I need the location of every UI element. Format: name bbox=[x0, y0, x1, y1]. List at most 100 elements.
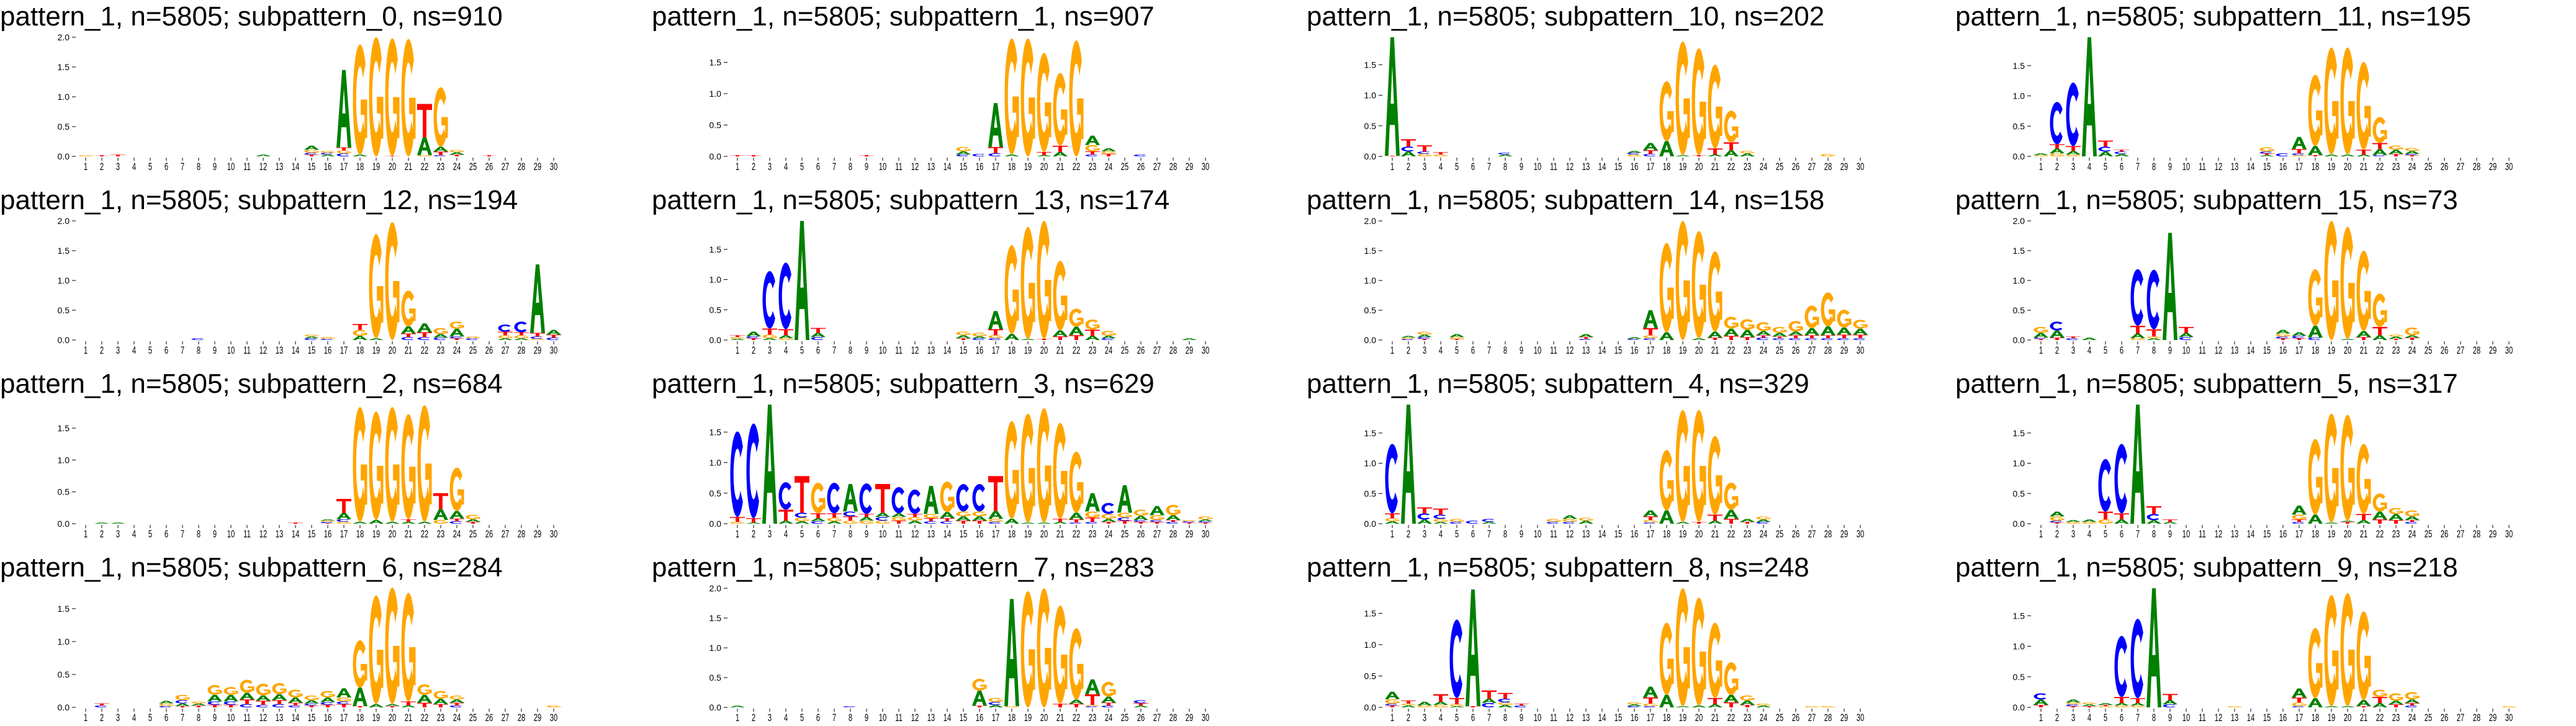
x-tick-label: 10 bbox=[1534, 161, 1541, 173]
x-tick-label: 18 bbox=[2312, 345, 2319, 357]
logo-letter-A bbox=[1401, 705, 1416, 707]
logo-letter-C bbox=[2050, 521, 2063, 523]
x-tick-label: 15 bbox=[308, 345, 315, 357]
x-tick-label: 6 bbox=[816, 529, 820, 540]
x-tick-label: 8 bbox=[2152, 712, 2156, 724]
x-tick-label: 15 bbox=[960, 712, 967, 724]
logo-letter-A bbox=[1101, 336, 1116, 339]
logo-letter-A bbox=[2340, 521, 2355, 522]
logo-letter-A bbox=[369, 519, 384, 524]
logo-letter-G bbox=[1708, 436, 1723, 515]
logo-letter-G bbox=[1069, 40, 1084, 156]
logo-letter-A bbox=[530, 264, 545, 333]
logo-letter-A bbox=[94, 522, 109, 524]
x-tick-label: 4 bbox=[784, 529, 788, 540]
x-tick-label: 6 bbox=[2120, 161, 2123, 173]
logo-letter-C bbox=[1401, 146, 1414, 152]
logo-letter-T bbox=[2114, 697, 2129, 704]
logo-letter-T bbox=[1804, 335, 1819, 339]
x-tick-label: 22 bbox=[2376, 345, 2384, 357]
y-tick-label: 1.0 bbox=[1364, 276, 1377, 285]
logo-letter-A bbox=[1482, 698, 1497, 703]
x-tick-label: 2 bbox=[100, 345, 104, 357]
x-tick-label: 15 bbox=[1615, 161, 1622, 173]
logo-letter-T bbox=[1085, 518, 1100, 522]
x-tick-label: 28 bbox=[518, 712, 525, 724]
x-tick-label: 14 bbox=[943, 161, 951, 173]
logo-letter-C bbox=[1182, 521, 1195, 523]
logo-letter-T bbox=[1708, 697, 1723, 704]
x-tick-label: 29 bbox=[2489, 712, 2497, 724]
x-tick-label: 11 bbox=[895, 161, 903, 173]
panel-title: pattern_1, n=5805; subpattern_0, ns=910 bbox=[0, 1, 503, 32]
y-tick-label: 2.0 bbox=[1364, 216, 1377, 226]
logo-letter-A bbox=[2098, 151, 2113, 156]
x-tick-label: 20 bbox=[1040, 161, 1048, 173]
logo-letter-A bbox=[795, 221, 809, 340]
logo-letter-G bbox=[159, 703, 174, 706]
x-tick-label: 23 bbox=[1744, 161, 1751, 173]
x-tick-label: 20 bbox=[2344, 529, 2351, 540]
x-tick-label: 22 bbox=[2376, 529, 2384, 540]
logo-letter-C bbox=[336, 519, 349, 522]
logo-letter-A bbox=[891, 513, 906, 518]
x-tick-label: 23 bbox=[1744, 712, 1751, 724]
logo-letter-C bbox=[401, 337, 414, 340]
x-tick-label: 3 bbox=[116, 712, 120, 724]
x-tick-label: 22 bbox=[1727, 529, 1735, 540]
x-tick-label: 21 bbox=[405, 161, 412, 173]
logo-letter-G bbox=[1433, 704, 1448, 707]
logo-letter-A bbox=[449, 511, 464, 519]
x-tick-label: 17 bbox=[2295, 529, 2303, 540]
logo-letter-A bbox=[1724, 328, 1739, 336]
x-tick-label: 16 bbox=[976, 712, 983, 724]
logo-letter-A bbox=[353, 336, 367, 340]
logo-letter-A bbox=[1756, 705, 1771, 707]
logo-letter-A bbox=[1401, 405, 1416, 524]
x-tick-label: 24 bbox=[1760, 529, 1767, 540]
logo-letter-A bbox=[940, 512, 955, 519]
logo-letter-C bbox=[1514, 705, 1527, 707]
x-tick-label: 24 bbox=[2408, 712, 2416, 724]
logo-letter-A bbox=[256, 695, 271, 701]
x-tick-label: 22 bbox=[2376, 161, 2384, 173]
x-tick-label: 16 bbox=[324, 161, 331, 173]
logo-letter-A bbox=[1627, 151, 1642, 153]
y-tick-label: 0.5 bbox=[709, 305, 722, 315]
x-tick-label: 3 bbox=[2071, 161, 2075, 173]
logo-letter-A bbox=[924, 485, 939, 514]
x-tick-label: 7 bbox=[832, 161, 836, 173]
logo-letter-C bbox=[2066, 704, 2079, 707]
y-tick-label: 0.0 bbox=[709, 702, 722, 712]
logo-letter-G bbox=[762, 334, 777, 339]
logo-letter-G bbox=[1004, 244, 1019, 334]
logo-letter-A bbox=[1085, 135, 1100, 145]
logo-letter-G bbox=[2405, 692, 2420, 700]
logo-letter-G bbox=[1691, 48, 1706, 156]
logo-letter-T bbox=[1069, 704, 1084, 707]
logo-letter-A bbox=[1643, 310, 1658, 328]
logo-letter-A bbox=[2356, 520, 2371, 524]
logo-letter-G bbox=[1449, 704, 1464, 706]
logo-letter-G bbox=[433, 87, 448, 147]
x-tick-label: 16 bbox=[324, 712, 331, 724]
y-tick-label: 1.5 bbox=[1364, 60, 1377, 69]
x-tick-label: 22 bbox=[1073, 712, 1080, 724]
logo-letter-A bbox=[159, 701, 174, 704]
logo-letter-T bbox=[730, 517, 745, 522]
logo-letter-G bbox=[2066, 522, 2081, 524]
logo-panel: pattern_1, n=5805; subpattern_5, ns=317 0… bbox=[1955, 369, 2513, 540]
logo-letter-C bbox=[240, 704, 253, 707]
logo-letter-C bbox=[2163, 704, 2176, 707]
x-tick-label: 30 bbox=[1857, 712, 1864, 724]
logo-letter-A bbox=[2259, 155, 2274, 156]
x-tick-label: 7 bbox=[832, 712, 836, 724]
x-tick-label: 26 bbox=[1792, 161, 1799, 173]
logo-letter-T bbox=[1691, 155, 1706, 156]
x-tick-label: 8 bbox=[1503, 345, 1507, 357]
x-tick-label: 24 bbox=[1760, 712, 1767, 724]
x-tick-label: 16 bbox=[2279, 529, 2287, 540]
logo-letter-G bbox=[2033, 155, 2048, 156]
y-tick-label: 1.5 bbox=[1364, 428, 1377, 438]
x-tick-label: 11 bbox=[895, 345, 903, 357]
